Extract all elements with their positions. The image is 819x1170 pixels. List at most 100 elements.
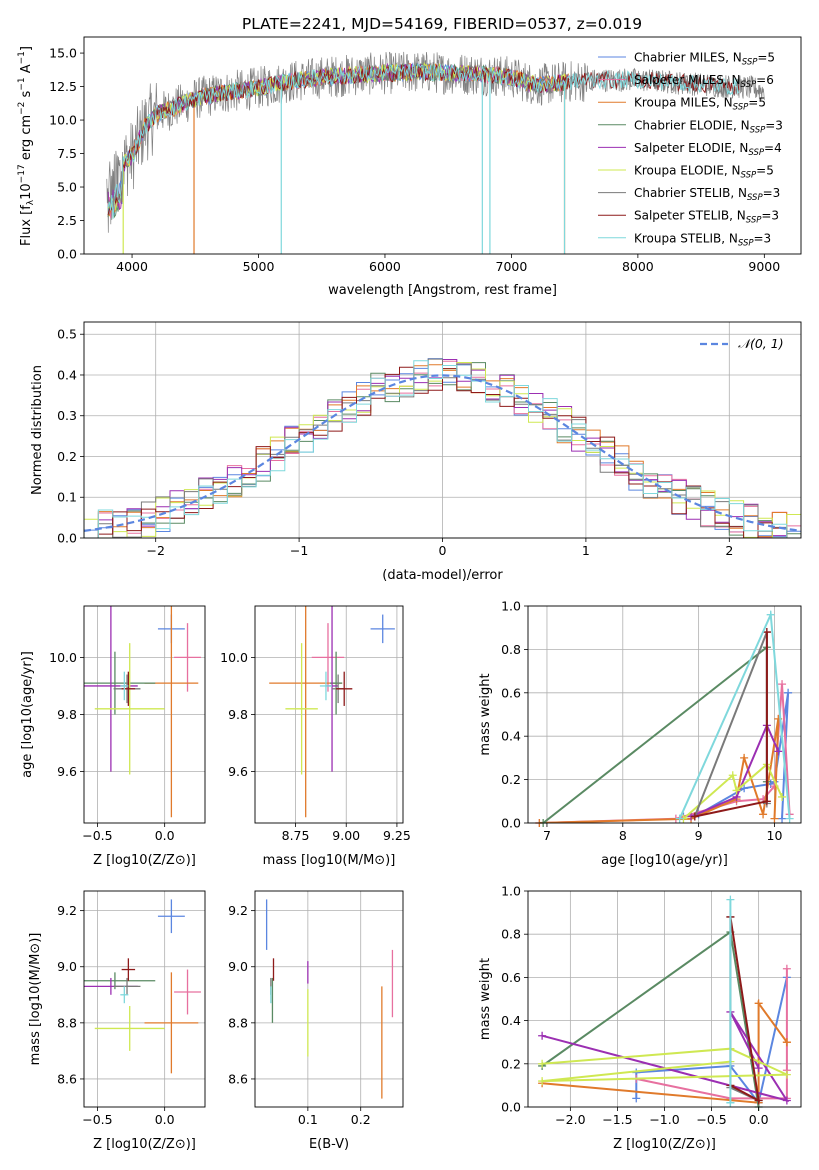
weights_age-xlabel: age [log10(age/yr)]: [601, 853, 728, 868]
legend-name: Salpeter MILES, N: [634, 73, 741, 87]
y-tick-label: 0.2: [501, 1056, 521, 1071]
x-tick-label: 7000: [496, 259, 528, 274]
legend-suffix: =3: [763, 186, 781, 200]
y-tick-label: 0.0: [57, 531, 77, 546]
legend-label: Kroupa MILES, NSSP=5: [634, 96, 766, 113]
legend-label: Chabrier ELODIE, NSSP=3: [634, 118, 783, 135]
legend-label: Kroupa STELIB, NSSP=3: [634, 231, 771, 248]
legend-label: Chabrier MILES, NSSP=5: [634, 51, 775, 68]
y-tick-label: 0.3: [57, 408, 77, 423]
y-tick-label: 9.0: [57, 959, 77, 974]
weight-series-line: [693, 631, 768, 817]
legend-name: Chabrier ELODIE, N: [634, 118, 750, 132]
y-tick-label: 0.1: [57, 490, 77, 505]
legend-sub: SSP: [741, 80, 757, 90]
legend-sub: SSP: [738, 238, 754, 248]
weight-marker: [782, 1096, 791, 1105]
z_age-ylabel: age [log10(age/yr)]: [20, 651, 35, 778]
y-tick-label: 0.6: [501, 970, 521, 985]
y-tick-label: 12.5: [49, 79, 77, 94]
y-tick-label: 9.2: [57, 903, 77, 918]
y-tick-label: 0.8: [501, 927, 521, 942]
legend-sub: SSP: [750, 125, 766, 135]
y-tick-label: 8.6: [228, 1071, 248, 1086]
x-tick-label: 0.1: [298, 1112, 318, 1127]
x-tick-label: 9000: [748, 259, 780, 274]
x-tick-label: 8000: [622, 259, 654, 274]
x-tick-label: 5000: [243, 259, 275, 274]
y-tick-label: 8.8: [57, 1015, 77, 1030]
legend-sub: SSP: [742, 58, 758, 68]
x-tick-label: −0.5: [82, 1112, 112, 1127]
residuals-panel: 𝒩(0, 1) −2 −1 0 1 2 0.0 0.1 0.2 0.3 0.4 0.5 (data-mo…: [30, 321, 802, 583]
x-tick-label: 2: [725, 543, 733, 558]
x-tick-label: 8: [619, 828, 627, 843]
y-tick-label: 9.6: [57, 764, 77, 779]
y-tick-label: 2.5: [57, 213, 77, 228]
legend-suffix: =4: [764, 141, 782, 155]
legend-suffix: =5: [756, 164, 774, 178]
legend-label: 𝒩(0, 1): [738, 336, 784, 351]
y-tick-label: 0.8: [501, 642, 521, 657]
x-tick-label: 9.00: [332, 828, 360, 843]
z_age-panel: −0.5 0.0 9.6 9.8 10.0 Z [log10(Z/Z⊙)] age [log…: [20, 605, 206, 868]
axes-frame: [83, 36, 802, 255]
legend-name: Kroupa MILES, N: [634, 96, 733, 110]
axes-frame: [527, 605, 802, 824]
y-tick-label: 0.4: [57, 367, 77, 382]
legend-label: Kroupa ELODIE, NSSP=5: [634, 164, 774, 181]
x-tick-label: −2: [146, 543, 164, 558]
weights_z-xlabel: Z [log10(Z/Z⊙)]: [613, 1137, 716, 1152]
weight-marker: [538, 1031, 547, 1040]
weights_z-ylabel: mass weight: [478, 958, 493, 1040]
y-tick-label: 9.0: [228, 959, 248, 974]
y-tick-label: 8.8: [228, 1015, 248, 1030]
y-tick-label: 0.0: [501, 816, 521, 831]
spectrum-ylabel: Flux [fλ10−17 erg cm−2 s−1 A−1]: [17, 46, 36, 246]
weights_age-ylabel: mass weight: [478, 673, 493, 755]
weight-marker: [784, 688, 793, 697]
x-tick-label: 4000: [116, 259, 148, 274]
legend-label: Salpeter ELODIE, NSSP=4: [634, 141, 782, 158]
x-tick-label: 1: [582, 543, 590, 558]
model-spectrum: [107, 64, 740, 219]
x-tick-label: −0.5: [82, 828, 112, 843]
y-tick-label: 10.0: [220, 650, 248, 665]
axes-frame: [83, 890, 206, 1108]
legend-name: Salpeter ELODIE, N: [634, 141, 748, 155]
weight-marker: [766, 610, 775, 619]
legend-sub: SSP: [748, 148, 764, 158]
weight-marker: [726, 1098, 735, 1107]
weight-marker: [782, 964, 791, 973]
weight-marker: [785, 814, 794, 823]
x-tick-label: 0.0: [749, 1112, 769, 1127]
y-tick-label: 5.0: [57, 180, 77, 195]
legend-sub: SSP: [733, 103, 749, 113]
y-tick-label: 10.0: [49, 113, 77, 128]
legend-suffix: =6: [756, 73, 774, 87]
mass_age-panel: 8.75 9.00 9.25 9.6 9.8 10.0 mass [log10(M/M⊙)]: [220, 605, 411, 868]
z_age-xlabel: Z [log10(Z/Z⊙)]: [93, 853, 196, 868]
weight-series-line: [542, 1000, 788, 1104]
x-tick-label: 9: [695, 828, 703, 843]
weight-marker: [778, 680, 787, 689]
weight-marker: [762, 628, 771, 637]
legend-label: Salpeter STELIB, NSSP=3: [634, 209, 779, 226]
weight-marker: [762, 797, 771, 806]
weight-marker: [538, 1059, 547, 1068]
z_mass-xlabel: Z [log10(Z/Z⊙)]: [93, 1137, 196, 1152]
y-tick-label: 1.0: [501, 599, 521, 614]
axes-frame: [254, 890, 404, 1108]
x-tick-label: 0.2: [351, 1112, 371, 1127]
weight-marker: [538, 1077, 547, 1086]
y-tick-label: 9.2: [228, 903, 248, 918]
legend-name: Chabrier STELIB, N: [634, 186, 747, 200]
weight-series-line: [690, 722, 780, 818]
ebv_mass-panel: 0.1 0.2 8.6 8.8 9.0 9.2 E(B-V): [228, 890, 404, 1152]
legend-sub: SSP: [741, 171, 757, 181]
legend-name: Kroupa ELODIE, N: [634, 164, 741, 178]
x-tick-label: 10: [767, 828, 783, 843]
y-tick-label: 0.4: [501, 729, 521, 744]
